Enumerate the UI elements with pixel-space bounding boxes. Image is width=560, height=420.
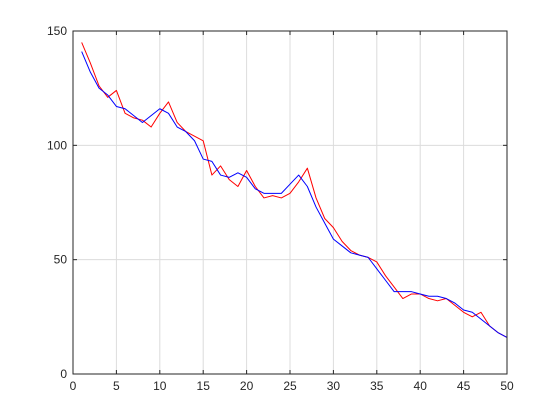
x-tick-label: 5 <box>113 379 120 393</box>
x-tick-label: 40 <box>414 379 428 393</box>
x-tick-label: 30 <box>327 379 341 393</box>
x-tick-label: 10 <box>153 379 167 393</box>
x-tick-label: 50 <box>500 379 514 393</box>
tick-labels: 0 5 10 15 20 25 30 35 40 45 50 0 50 100 150 <box>47 24 514 393</box>
x-tick-label: 20 <box>240 379 254 393</box>
x-tick-label: 45 <box>457 379 471 393</box>
x-tick-label: 25 <box>283 379 297 393</box>
grid <box>73 31 507 374</box>
y-tick-label: 100 <box>47 138 67 152</box>
y-tick-label: 50 <box>54 253 68 267</box>
series-line-red <box>81 42 508 338</box>
y-tick-label: 150 <box>47 24 67 38</box>
y-tick-label: 0 <box>60 367 67 381</box>
x-tick-label: 35 <box>370 379 384 393</box>
series-line-blue <box>81 51 508 338</box>
series-group <box>81 42 508 338</box>
x-tick-label: 15 <box>197 379 211 393</box>
tick-group <box>72 30 508 375</box>
x-tick-label: 0 <box>70 379 77 393</box>
